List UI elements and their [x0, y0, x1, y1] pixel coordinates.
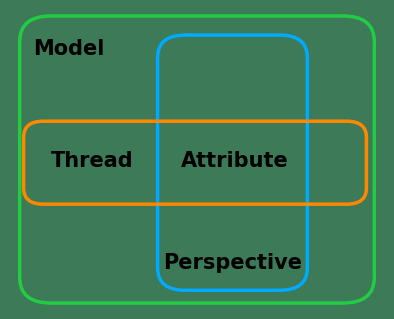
Text: Model: Model	[33, 40, 105, 59]
Text: Attribute: Attribute	[180, 151, 288, 171]
Text: Perspective: Perspective	[163, 253, 302, 273]
Text: Thread: Thread	[51, 151, 134, 171]
